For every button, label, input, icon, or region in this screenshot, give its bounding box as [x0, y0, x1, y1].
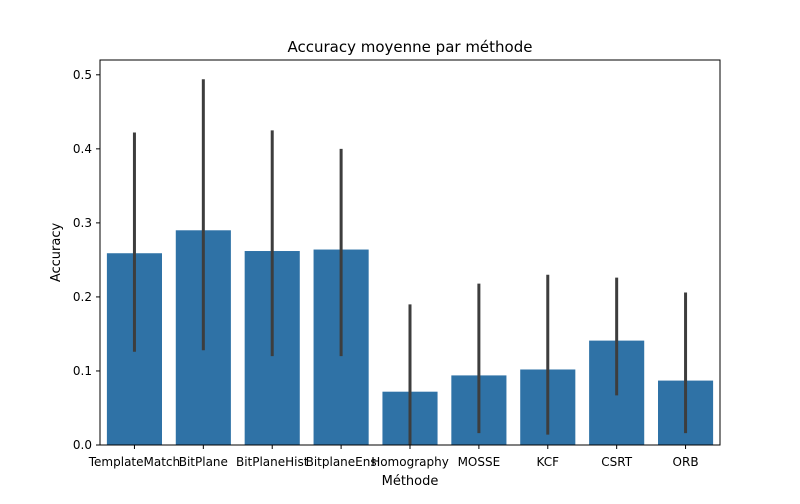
- x-tick-label-bitplanehist: BitPlaneHist: [236, 455, 309, 469]
- x-tick-label-mosse: MOSSE: [458, 455, 501, 469]
- x-tick-label-csrt: CSRT: [601, 455, 632, 469]
- y-tick-label: 0.1: [73, 364, 92, 378]
- x-tick-label-orb: ORB: [673, 455, 699, 469]
- x-tick-label-bitplane: BitPlane: [179, 455, 228, 469]
- y-tick-label: 0.5: [73, 68, 92, 82]
- y-tick-label: 0.4: [73, 142, 92, 156]
- x-tick-label-bitplaneens: BitplaneEns: [306, 455, 377, 469]
- x-tick-label-kcf: KCF: [537, 455, 560, 469]
- x-axis-label: Méthode: [382, 474, 439, 489]
- y-axis: 0.0 0.1 0.2 0.3 0.4 0.5: [73, 68, 100, 452]
- y-tick-label: 0.2: [73, 290, 92, 304]
- x-tick-label-templatematch: TemplateMatch: [88, 455, 180, 469]
- y-tick-label: 0.3: [73, 216, 92, 230]
- y-axis-label: Accuracy: [49, 223, 64, 283]
- chart-title: Accuracy moyenne par méthode: [288, 38, 533, 56]
- error-bars-layer: [132, 79, 688, 445]
- y-tick-label: 0.0: [73, 438, 92, 452]
- x-tick-label-homography: Homography: [371, 455, 449, 469]
